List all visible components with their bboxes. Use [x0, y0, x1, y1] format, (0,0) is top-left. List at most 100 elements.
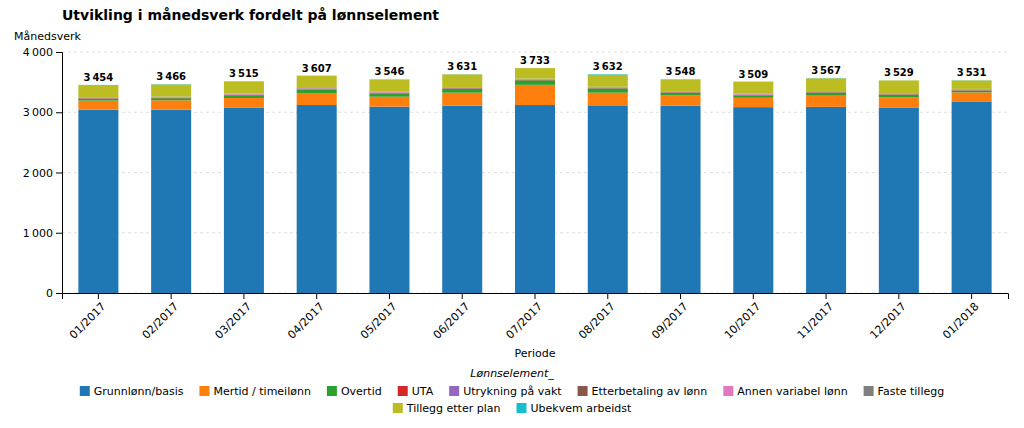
bar-segment	[369, 92, 409, 93]
bar-segment	[442, 88, 482, 89]
tick-label: 09/2017	[649, 300, 691, 342]
tick-label: 0	[46, 287, 53, 300]
bar-segment	[297, 89, 337, 90]
bar-segment	[224, 94, 264, 95]
total-labels: 3 4543 4663 5153 6073 5463 6313 7333 632…	[83, 55, 986, 83]
tick-label: 10/2017	[722, 300, 764, 342]
bar-segment	[78, 98, 118, 99]
total-label: 3 546	[375, 66, 405, 77]
bar-segment	[442, 88, 482, 89]
total-label: 3 631	[447, 61, 477, 72]
legend-label: Overtid	[341, 385, 382, 398]
legend-swatch	[864, 386, 874, 396]
tick: 02/2017	[140, 293, 182, 342]
bar-segment	[224, 108, 264, 293]
tick-mark	[56, 112, 62, 113]
bar-segment	[879, 97, 919, 107]
tick-label: 2 000	[23, 167, 53, 180]
bar-segment	[806, 78, 846, 79]
bar-segment	[78, 97, 118, 99]
bar-segment	[588, 87, 628, 88]
bar-segment	[151, 84, 191, 85]
bar-segment	[661, 106, 701, 293]
bar-segment	[297, 88, 337, 90]
bar-segment	[661, 92, 701, 93]
tick: 04/2017	[285, 293, 327, 342]
bar-segment	[588, 74, 628, 76]
plot: 01 0002 0003 0004 00001/201702/201703/20…	[23, 46, 1009, 342]
bar-segment	[151, 97, 191, 98]
bar-segment	[224, 94, 264, 95]
bar-segment	[806, 91, 846, 93]
bar-segment	[952, 89, 992, 91]
legend-swatch	[393, 403, 403, 413]
bar-segment	[879, 93, 919, 95]
series	[78, 101, 991, 293]
tick-mark	[316, 293, 317, 299]
bar-segment	[224, 93, 264, 95]
bar-segment	[733, 82, 773, 94]
bar-segment	[369, 93, 409, 96]
bar-segment	[224, 81, 264, 82]
bar-segment	[733, 95, 773, 96]
chart: Utvikling i månedsverk fordelt på lønnse…	[0, 0, 1024, 428]
bar-segment	[151, 97, 191, 98]
tick-mark	[56, 293, 62, 294]
total-label: 3 733	[520, 55, 550, 66]
bars	[78, 68, 991, 293]
total-label: 3 607	[302, 63, 332, 74]
bar-segment	[806, 92, 846, 93]
legend-swatch	[327, 386, 337, 396]
bar-segment	[369, 79, 409, 80]
bar-segment	[806, 78, 846, 91]
bar-segment	[78, 110, 118, 293]
legend-swatch	[199, 386, 209, 396]
bar-segment	[733, 93, 773, 95]
legend-label: Ubekvem arbeidst	[530, 402, 631, 415]
tick-mark	[98, 293, 99, 299]
bar-segment	[806, 107, 846, 293]
tick: 10/2017	[722, 293, 764, 342]
tick-label: 02/2017	[140, 300, 182, 342]
bar-segment	[733, 94, 773, 95]
bar-segment	[369, 80, 409, 92]
bar-segment	[78, 98, 118, 99]
bar-segment	[952, 90, 992, 91]
bar-segment	[515, 80, 555, 85]
total-label: 3 515	[229, 68, 259, 79]
series	[78, 80, 991, 99]
bar-segment	[78, 98, 118, 99]
bar-segment	[78, 85, 118, 97]
bar-segment	[806, 91, 846, 92]
bar-segment	[224, 82, 264, 94]
tick-mark	[243, 293, 244, 299]
bar-segment	[952, 80, 992, 88]
bar-segment	[297, 76, 337, 88]
bar-segment	[879, 94, 919, 95]
tick: 3 000	[23, 106, 62, 119]
bar-segment	[661, 92, 701, 93]
bar-segment	[369, 93, 409, 94]
bar-segment	[224, 95, 264, 98]
tick: 08/2017	[576, 293, 618, 342]
tick: 11/2017	[795, 293, 837, 342]
bar-segment	[369, 92, 409, 93]
tick-label: 01/2018	[940, 300, 982, 342]
tick-mark	[607, 293, 608, 299]
tick: 09/2017	[649, 293, 691, 342]
bar-segment	[442, 74, 482, 87]
bar-segment	[588, 75, 628, 87]
bar-segment	[151, 84, 191, 96]
axis-line	[56, 53, 63, 294]
x-axis: 01/201702/201703/201704/201705/201706/20…	[63, 293, 1009, 342]
bar-segment	[806, 96, 846, 107]
series	[78, 79, 991, 98]
bar-segment	[515, 80, 555, 81]
bar-segment	[515, 85, 555, 105]
bar-segment	[588, 87, 628, 88]
legend-swatch	[516, 403, 526, 413]
bar-segment	[952, 101, 992, 293]
legend-title: Lønnselement_	[470, 367, 554, 380]
series	[78, 68, 991, 97]
tick-mark	[898, 293, 899, 299]
